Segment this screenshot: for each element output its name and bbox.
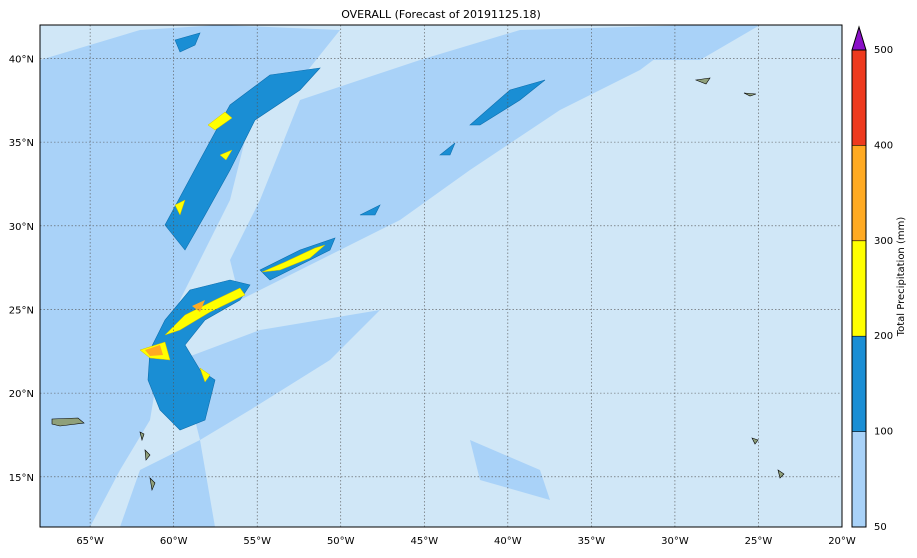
colorbar-segment [852, 50, 866, 146]
map-frame [39, 24, 843, 528]
lat-tick-label: 30°N [9, 222, 34, 233]
lon-tick-label: 20°W [828, 536, 856, 547]
colorbar-segment [852, 336, 866, 432]
lon-tick-label: 50°W [327, 536, 355, 547]
lat-tick-label: 25°N [9, 305, 34, 316]
map-field [40, 25, 842, 527]
graticule: 65°W 60°W 55°W 50°W 45°W 40°W 35°W 30°W 25°W 20°W… [9, 25, 856, 547]
lat-tick-label: 35°N [9, 138, 34, 149]
lat-tick-label: 40°N [9, 54, 34, 65]
colorbar-segment [852, 431, 866, 527]
lon-tick-label: 45°W [410, 536, 438, 547]
colorbar-tick-label: 50 [874, 522, 887, 533]
lon-tick-label: 25°W [745, 536, 773, 547]
lat-tick-label: 20°N [9, 389, 34, 400]
lon-tick-label: 60°W [160, 536, 188, 547]
colorbar-tick-label: 500 [874, 45, 893, 56]
lon-tick-label: 40°W [494, 536, 522, 547]
colorbar-segment [852, 145, 866, 241]
colorbar: 50 100 200 300 400 500 Total Precipitation (mm… [851, 25, 907, 533]
precip-very-heavy [145, 300, 205, 356]
lon-tick-label: 65°W [76, 536, 104, 547]
colorbar-tick-label: 300 [874, 236, 893, 247]
precip-light [40, 25, 760, 527]
colorbar-tick-label: 200 [874, 331, 893, 342]
colorbar-tick-label: 400 [874, 140, 893, 151]
title: OVERALL (Forecast of 20191125.18) [341, 8, 541, 21]
islands [51, 77, 785, 492]
lon-tick-label: 55°W [243, 536, 271, 547]
lon-tick-label: 35°W [578, 536, 606, 547]
colorbar-segment [852, 240, 866, 337]
colorbar-extend [851, 25, 867, 51]
lat-tick-label: 15°N [9, 473, 34, 484]
colorbar-title: Total Precipitation (mm) [896, 217, 907, 338]
colorbar-tick-label: 100 [874, 427, 893, 438]
lon-tick-label: 30°W [661, 536, 689, 547]
